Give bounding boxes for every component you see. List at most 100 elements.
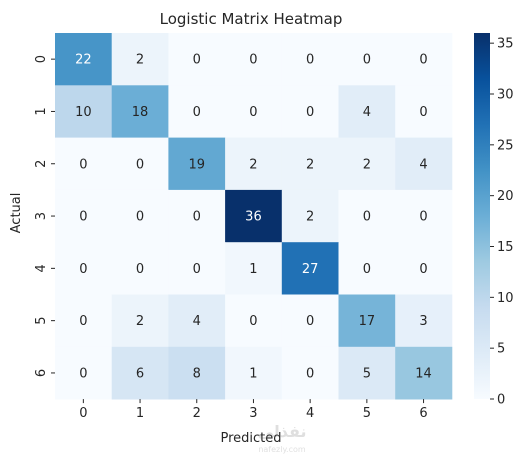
cell-value-label: 0 (79, 314, 87, 329)
cell-value-label: 3 (419, 314, 427, 329)
cell-value-label: 0 (79, 366, 87, 381)
x-tick-label: 2 (193, 406, 201, 421)
cell-value-label: 0 (419, 210, 427, 225)
y-tick-label: 5 (34, 317, 49, 325)
cell-value-label: 4 (363, 105, 371, 120)
heatmap-cell (281, 242, 339, 295)
cell-value-label: 0 (136, 262, 144, 277)
colorbar-tick-label: 35 (497, 37, 514, 52)
cell-value-label: 5 (363, 366, 371, 381)
heatmap-cell (281, 85, 339, 138)
heatmap-cell (111, 346, 169, 400)
heatmap-cell (111, 242, 169, 295)
cell-value-label: 0 (136, 157, 144, 172)
cell-value-label: 27 (302, 262, 319, 277)
cell-value-label: 1 (249, 262, 257, 277)
chart-title: Logistic Matrix Heatmap (160, 10, 343, 28)
colorbar-tick-label: 5 (497, 342, 505, 357)
cell-value-label: 0 (306, 105, 314, 120)
heatmap-cell (225, 137, 283, 191)
heatmap-cell (168, 242, 226, 295)
heatmap-cell (55, 33, 113, 86)
heatmap-cells (55, 33, 453, 400)
colorbar-axis: 0 5 10 15 20 25 30 35 (490, 37, 514, 408)
colorbar-tick-label: 25 (497, 138, 514, 153)
cell-value-label: 0 (79, 210, 87, 225)
y-tick-label: 2 (34, 160, 49, 168)
heatmap-cell (338, 346, 396, 400)
cell-value-label: 1 (249, 366, 257, 381)
cell-value-label: 0 (306, 366, 314, 381)
x-tick-label: 5 (363, 406, 371, 421)
heatmap-cell (281, 33, 339, 86)
x-tick-label: 0 (79, 406, 87, 421)
cell-value-label: 18 (132, 105, 149, 120)
y-axis: 0 1 2 3 4 5 6 (34, 55, 55, 377)
cell-value-label: 8 (193, 366, 201, 381)
heatmap-cell (55, 137, 113, 191)
colorbar-tick-label: 20 (497, 189, 514, 204)
heatmap-cell (225, 242, 283, 295)
heatmap-cell (281, 346, 339, 400)
x-axis: 0 1 2 3 4 5 6 (79, 399, 428, 421)
cell-value-label: 0 (419, 53, 427, 68)
heatmap-cell (395, 33, 453, 86)
heatmap-cell (55, 346, 113, 400)
colorbar-tick-label: 30 (497, 88, 514, 103)
heatmap-cell (55, 294, 113, 348)
heatmap-cell (55, 189, 113, 243)
y-axis-label: Actual (9, 193, 24, 234)
heatmap-cell (168, 85, 226, 138)
heatmap-cell (225, 85, 283, 138)
cell-value-label: 2 (363, 157, 371, 172)
heatmap-cell (338, 137, 396, 191)
y-tick-label: 6 (34, 369, 49, 377)
heatmap-cell (55, 85, 113, 138)
colorbar (474, 33, 490, 399)
cell-value-label: 2 (306, 210, 314, 225)
y-tick-label: 0 (34, 55, 49, 63)
heatmap-cell (395, 242, 453, 295)
cell-value-label: 0 (249, 53, 257, 68)
cell-value-label: 0 (193, 262, 201, 277)
heatmap-annotations: 22 2 0 0 0 0 010 18 0 0 0 4 00 0 19 2 2 2 40 0 0 36 2 0 00 0 0 1 27 0… (75, 53, 432, 382)
cell-value-label: 4 (193, 314, 201, 329)
watermark: نفذلي nafezly.com (258, 422, 307, 454)
cell-value-label: 2 (136, 53, 144, 68)
cell-value-label: 0 (249, 105, 257, 120)
heatmap-cell (55, 242, 113, 295)
cell-value-label: 0 (363, 262, 371, 277)
cell-value-label: 0 (136, 210, 144, 225)
heatmap-cell (395, 137, 453, 191)
heatmap-cell (395, 294, 453, 348)
heatmap-cell (338, 33, 396, 86)
colorbar-tick-label: 0 (497, 393, 505, 408)
heatmap-cell (395, 346, 453, 400)
heatmap-cell (168, 189, 226, 243)
heatmap-cell (281, 189, 339, 243)
y-tick-label: 3 (34, 212, 49, 220)
cell-value-label: 0 (306, 314, 314, 329)
heatmap-cell (111, 33, 169, 86)
cell-value-label: 19 (188, 157, 205, 172)
cell-value-label: 6 (136, 366, 144, 381)
cell-value-label: 36 (245, 210, 262, 225)
cell-value-label: 0 (193, 105, 201, 120)
watermark-primary: نفذلي (258, 422, 307, 442)
cell-value-label: 0 (79, 157, 87, 172)
heatmap-cell (338, 294, 396, 348)
cell-value-label: 0 (306, 53, 314, 68)
x-axis-label: Predicted (220, 431, 281, 446)
heatmap-cell (225, 33, 283, 86)
x-tick-label: 4 (306, 406, 314, 421)
heatmap-cell (338, 85, 396, 138)
colorbar-tick-label: 15 (497, 240, 514, 255)
cell-value-label: 0 (419, 262, 427, 277)
heatmap-cell (395, 189, 453, 243)
x-tick-label: 1 (136, 406, 144, 421)
heatmap-cell (225, 346, 283, 400)
heatmap-cell (111, 294, 169, 348)
heatmap-cell (338, 189, 396, 243)
